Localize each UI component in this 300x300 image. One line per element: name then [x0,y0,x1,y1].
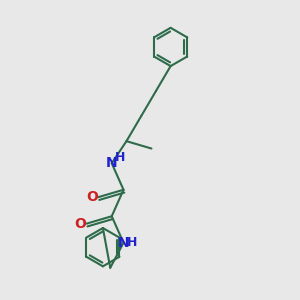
Text: N: N [106,156,118,170]
Text: H: H [115,152,125,164]
Text: O: O [86,190,98,204]
Text: H: H [127,236,137,249]
Text: N: N [118,236,129,250]
Text: O: O [74,217,86,231]
